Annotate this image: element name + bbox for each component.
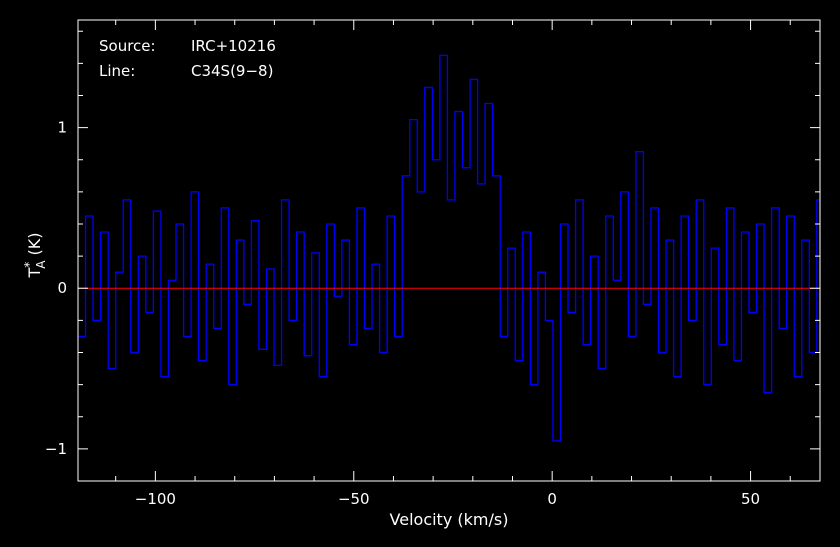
line-label: Line: bbox=[99, 62, 135, 80]
y-tick-label: −1 bbox=[45, 440, 67, 458]
line-value: C34S(9−8) bbox=[191, 62, 273, 80]
x-tick-label: −100 bbox=[135, 490, 176, 508]
plot-frame bbox=[77, 19, 821, 482]
y-axis-label-sub: A bbox=[34, 260, 48, 269]
y-axis-label-unit: (K) bbox=[25, 232, 44, 260]
source-label: Source: bbox=[99, 37, 156, 55]
x-tick-label: 0 bbox=[547, 490, 557, 508]
y-axis-label-sup: * bbox=[22, 262, 36, 268]
x-axis-label: Velocity (km/s) bbox=[390, 510, 509, 529]
y-axis-label: T*A (K) bbox=[22, 232, 48, 278]
axis-ticks: −100 −50 0 50 −1 0 1 bbox=[45, 20, 820, 508]
source-value: IRC+10216 bbox=[191, 37, 276, 55]
x-tick-label: 50 bbox=[741, 490, 760, 508]
spectrum-series bbox=[78, 54, 820, 442]
plot-area bbox=[78, 54, 820, 442]
y-tick-label: 1 bbox=[57, 119, 67, 137]
y-tick-label: 0 bbox=[57, 279, 67, 297]
y-axis-label-base: T bbox=[25, 268, 44, 279]
x-tick-label: −50 bbox=[338, 490, 370, 508]
